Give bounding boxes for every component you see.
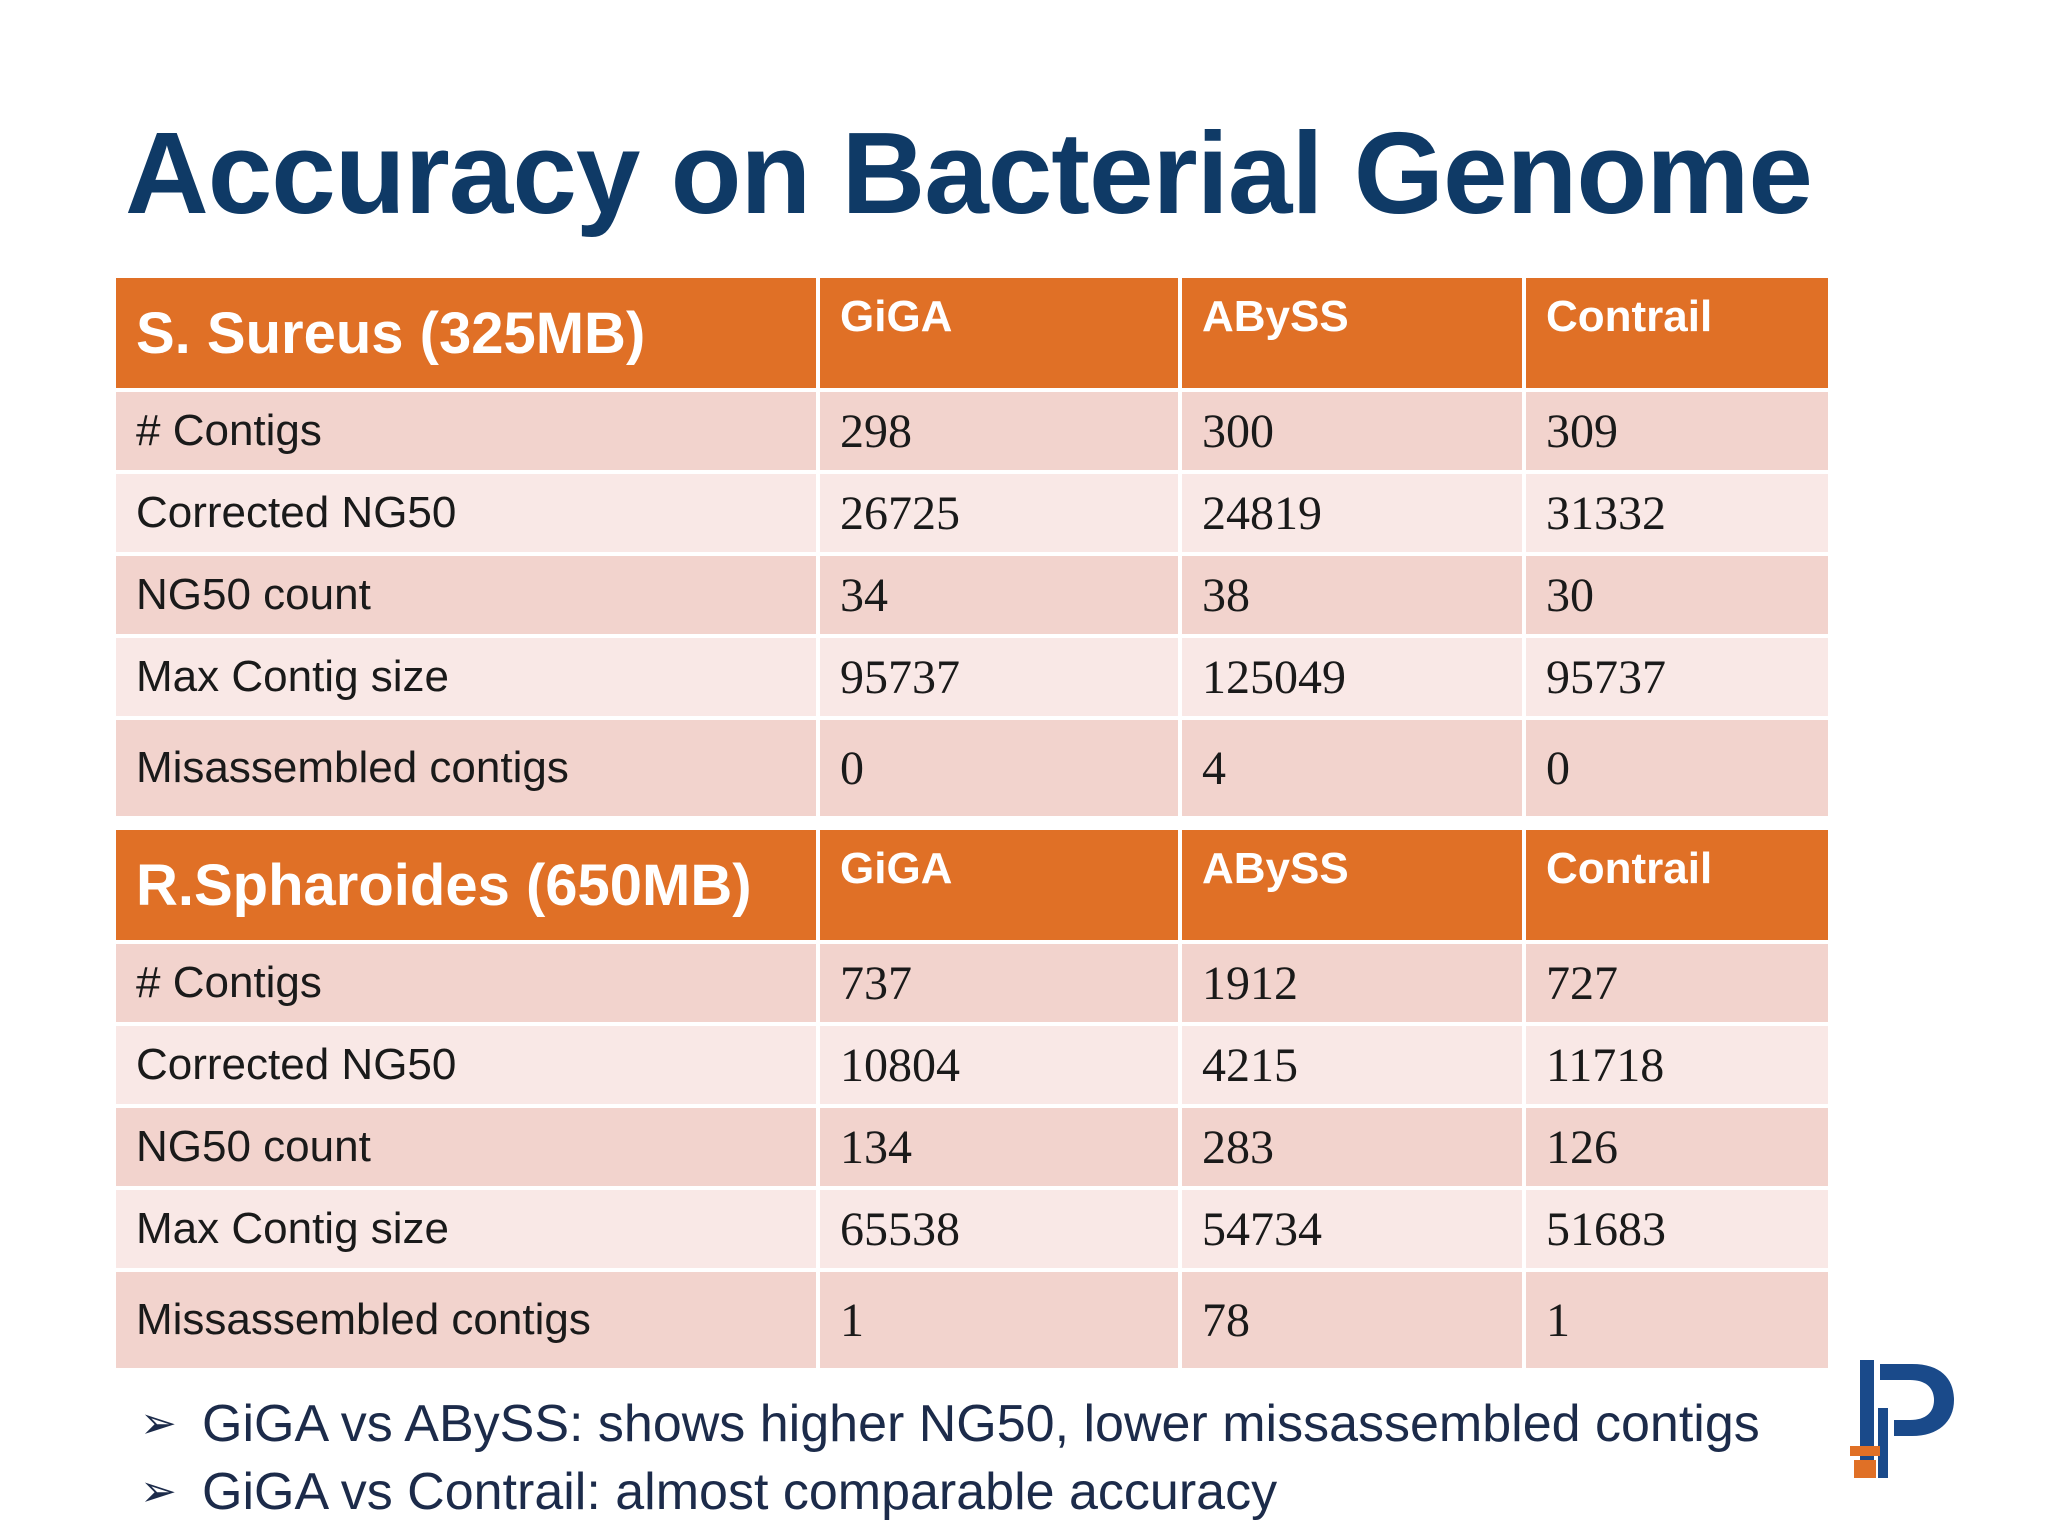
organism-header: S. Sureus (325MB) xyxy=(112,274,820,392)
giga-value: 95737 xyxy=(816,634,1182,720)
contrail-value: 727 xyxy=(1522,940,1832,1026)
metric-label: # Contigs xyxy=(112,388,820,474)
metric-label: NG50 count xyxy=(112,552,820,638)
abyss-value: 4 xyxy=(1178,716,1526,820)
tool-header-giga: GiGA xyxy=(816,826,1182,944)
table-row: Corrected NG50 10804 4215 11718 xyxy=(112,1022,1832,1108)
contrail-value: 95737 xyxy=(1522,634,1832,720)
bullet-text: GiGA vs Contrail: almost comparable accu… xyxy=(202,1463,1278,1521)
giga-value: 737 xyxy=(816,940,1182,1026)
university-logo-icon xyxy=(1850,1360,1954,1478)
table-row: NG50 count 134 283 126 xyxy=(112,1104,1832,1190)
table-row: Max Contig size 95737 125049 95737 xyxy=(112,634,1832,720)
r-spharoides-table: R.Spharoides (650MB) GiGA ABySS Contrail… xyxy=(112,826,1832,1372)
contrail-value: 30 xyxy=(1522,552,1832,638)
abyss-value: 1912 xyxy=(1178,940,1526,1026)
bullet-item: ➢ GiGA vs ABySS: shows higher NG50, lowe… xyxy=(140,1390,1760,1458)
table-row: Misassembled contigs 0 4 0 xyxy=(112,716,1832,820)
s-sureus-table: S. Sureus (325MB) GiGA ABySS Contrail # … xyxy=(112,274,1832,820)
table-row: # Contigs 298 300 309 xyxy=(112,388,1832,474)
giga-value: 10804 xyxy=(816,1022,1182,1108)
giga-value: 0 xyxy=(816,716,1182,820)
table-row: # Contigs 737 1912 727 xyxy=(112,940,1832,1026)
giga-value: 26725 xyxy=(816,470,1182,556)
contrail-value: 51683 xyxy=(1522,1186,1832,1272)
metric-label: Max Contig size xyxy=(112,634,820,720)
arrow-bullet-icon: ➢ xyxy=(140,1467,177,1516)
table-row: Corrected NG50 26725 24819 31332 xyxy=(112,470,1832,556)
abyss-value: 125049 xyxy=(1178,634,1526,720)
table-row: Missassembled contigs 1 78 1 xyxy=(112,1268,1832,1372)
logo-inner-stem xyxy=(1878,1408,1888,1478)
table-row: Max Contig size 65538 54734 51683 xyxy=(112,1186,1832,1272)
summary-bullets: ➢ GiGA vs ABySS: shows higher NG50, lowe… xyxy=(140,1390,1760,1526)
arrow-bullet-icon: ➢ xyxy=(140,1399,177,1448)
logo-orange-bar xyxy=(1850,1446,1880,1456)
giga-value: 1 xyxy=(816,1268,1182,1372)
metric-label: Corrected NG50 xyxy=(112,470,820,556)
contrail-value: 126 xyxy=(1522,1104,1832,1190)
giga-value: 34 xyxy=(816,552,1182,638)
abyss-value: 54734 xyxy=(1178,1186,1526,1272)
abyss-value: 78 xyxy=(1178,1268,1526,1372)
giga-value: 298 xyxy=(816,388,1182,474)
metric-label: Missassembled contigs xyxy=(112,1268,820,1372)
abyss-value: 300 xyxy=(1178,388,1526,474)
tool-header-contrail: Contrail xyxy=(1522,274,1832,392)
logo-bowl xyxy=(1880,1364,1954,1436)
contrail-value: 0 xyxy=(1522,716,1832,820)
table-header-row: S. Sureus (325MB) GiGA ABySS Contrail xyxy=(112,274,1832,392)
giga-value: 134 xyxy=(816,1104,1182,1190)
abyss-value: 4215 xyxy=(1178,1022,1526,1108)
logo-orange-block xyxy=(1854,1460,1876,1478)
contrail-value: 309 xyxy=(1522,388,1832,474)
contrail-value: 11718 xyxy=(1522,1022,1832,1108)
bullet-text: GiGA vs ABySS: shows higher NG50, lower … xyxy=(202,1395,1760,1453)
organism-header: R.Spharoides (650MB) xyxy=(112,826,820,944)
bullet-item: ➢ GiGA vs Contrail: almost comparable ac… xyxy=(140,1458,1760,1526)
table-row: NG50 count 34 38 30 xyxy=(112,552,1832,638)
abyss-value: 283 xyxy=(1178,1104,1526,1190)
giga-value: 65538 xyxy=(816,1186,1182,1272)
metric-label: NG50 count xyxy=(112,1104,820,1190)
contrail-value: 1 xyxy=(1522,1268,1832,1372)
metric-label: Max Contig size xyxy=(112,1186,820,1272)
abyss-value: 24819 xyxy=(1178,470,1526,556)
abyss-value: 38 xyxy=(1178,552,1526,638)
tool-header-abyss: ABySS xyxy=(1178,274,1526,392)
tool-header-abyss: ABySS xyxy=(1178,826,1526,944)
metric-label: Corrected NG50 xyxy=(112,1022,820,1108)
metric-label: # Contigs xyxy=(112,940,820,1026)
slide-title: Accuracy on Bacterial Genome xyxy=(125,108,1813,238)
table-header-row: R.Spharoides (650MB) GiGA ABySS Contrail xyxy=(112,826,1832,944)
metric-label: Misassembled contigs xyxy=(112,716,820,820)
tool-header-contrail: Contrail xyxy=(1522,826,1832,944)
tool-header-giga: GiGA xyxy=(816,274,1182,392)
contrail-value: 31332 xyxy=(1522,470,1832,556)
